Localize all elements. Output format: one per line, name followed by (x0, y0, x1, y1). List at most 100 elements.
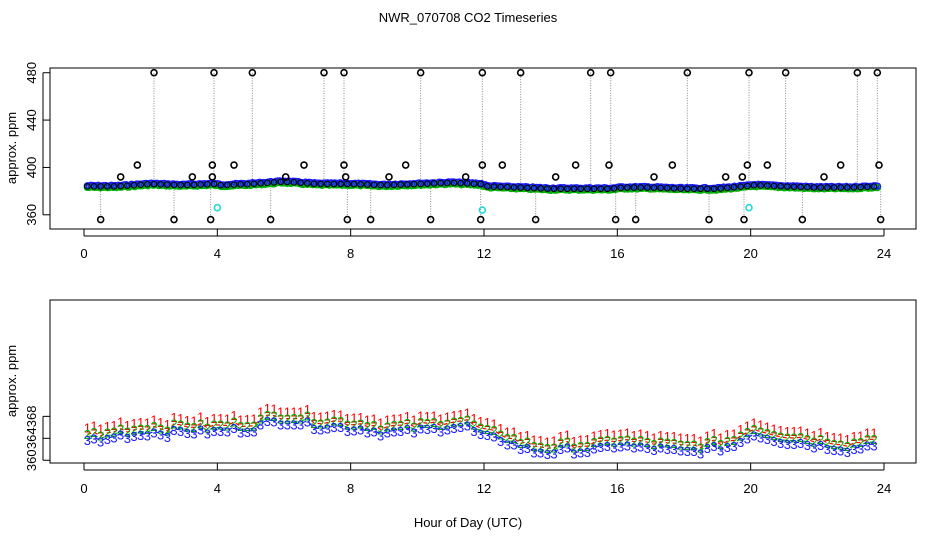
series-1-point: 1 (184, 413, 191, 428)
low-spike-point (343, 215, 352, 224)
series-2-point: 2 (597, 434, 604, 449)
baseline-point-black (737, 183, 744, 190)
top-x-tick-label: 16 (610, 246, 624, 261)
series-1-point: 1 (790, 424, 797, 439)
low-spike-point (476, 215, 485, 224)
baseline-point-black (177, 181, 184, 189)
series-3-point: 3 (464, 419, 471, 434)
series-3-point: 3 (757, 431, 764, 446)
series-1-point: 1 (584, 432, 591, 447)
series-2-point: 2 (497, 428, 504, 443)
series-2-point: 2 (570, 441, 577, 456)
series-1-point: 1 (724, 427, 731, 442)
baseline-point-black (464, 180, 471, 187)
series-1-point: 1 (430, 408, 437, 423)
series-2-point: 2 (217, 418, 224, 433)
series-3-point: 3 (844, 445, 851, 460)
series-3-point: 3 (277, 418, 284, 433)
baseline-point-black (84, 183, 91, 190)
series-2-point: 2 (504, 431, 511, 446)
series-1-point: 1 (844, 432, 851, 447)
series-1-point: 1 (150, 412, 157, 427)
low-spike-point (170, 215, 178, 224)
series-1-point: 1 (270, 402, 277, 417)
medium-point (300, 161, 308, 169)
series-2-point: 2 (490, 423, 497, 438)
series-2-point: 2 (97, 428, 104, 443)
series-2-point: 2 (777, 430, 784, 445)
baseline-point-black (510, 184, 518, 191)
baseline-point-black (204, 180, 211, 188)
baseline-point-black (304, 180, 311, 187)
baseline-point-black (224, 181, 231, 189)
series-3-point: 3 (250, 425, 257, 440)
baseline-point-black (824, 184, 831, 191)
baseline-point-black (684, 185, 691, 193)
baseline-point-black (370, 181, 378, 189)
baseline-point-black (184, 181, 191, 189)
baseline-point-black (110, 183, 118, 190)
series-2-point: 2 (864, 432, 871, 447)
series-2-point: 2 (290, 411, 297, 426)
series-1-point: 1 (750, 415, 757, 430)
series-1-point: 1 (824, 429, 831, 444)
cyan-point (745, 203, 753, 212)
series-2-point: 2 (264, 408, 271, 423)
series-3-point: 3 (384, 426, 391, 441)
baseline-point-black (830, 184, 838, 191)
top-y-tick-label: 440 (24, 109, 39, 131)
series-1-point: 1 (130, 416, 137, 431)
series-1-point: 1 (770, 421, 777, 436)
top-x-tick-label: 0 (80, 246, 87, 261)
series-1-point: 1 (370, 411, 377, 426)
baseline-point-black (530, 184, 538, 192)
baseline-point-black (350, 180, 358, 188)
series-3-point: 3 (150, 425, 157, 440)
series-3-point: 3 (184, 426, 191, 441)
series-2-point: 2 (430, 415, 437, 430)
series-3-point: 3 (330, 420, 337, 435)
baseline-point-black (664, 184, 671, 192)
series-3-point: 3 (530, 445, 537, 460)
baseline-point-black (650, 184, 658, 191)
high-spike-point (745, 68, 753, 77)
series-3-point: 3 (657, 441, 664, 456)
series-1-point: 1 (390, 411, 397, 426)
baseline-point-black (270, 179, 278, 186)
baseline-point-black (610, 185, 618, 192)
series-3-point: 3 (630, 441, 637, 456)
series-3-point: 3 (117, 428, 124, 443)
series-3-point: 3 (204, 427, 211, 442)
baseline-point-black (310, 180, 318, 188)
series-2-point: 2 (650, 437, 657, 452)
series-1-point: 1 (484, 415, 491, 430)
series-3-point: 3 (570, 447, 577, 462)
series-3-point: 3 (544, 447, 551, 462)
series-1-point: 1 (717, 430, 724, 445)
cyan-point (213, 203, 222, 212)
baseline-point-black (250, 180, 258, 188)
medium-point (836, 161, 845, 169)
series-2-point: 2 (104, 426, 111, 441)
baseline-point-black (697, 185, 704, 193)
series-1-point: 1 (677, 431, 684, 446)
series-3-point: 3 (190, 426, 197, 441)
series-1-point: 1 (537, 433, 544, 448)
series-1-point: 1 (630, 428, 637, 443)
series-2-point: 2 (510, 431, 517, 446)
series-1-point: 1 (457, 407, 464, 422)
series-3-point: 3 (857, 441, 864, 456)
series-1-point: 1 (577, 432, 584, 447)
series-1-point: 1 (870, 425, 877, 440)
series-3-point: 3 (790, 437, 797, 452)
series-1-point: 1 (624, 426, 631, 441)
series-2-point: 2 (710, 433, 717, 448)
top-y-tick-label: 360 (24, 204, 39, 226)
series-3-point: 3 (810, 441, 817, 456)
low-spike-point (740, 215, 748, 224)
low-spike-point (366, 215, 375, 224)
series-3-point: 3 (770, 434, 777, 449)
series-1-point: 1 (504, 424, 511, 439)
bottom-x-tick-label: 8 (347, 481, 354, 496)
